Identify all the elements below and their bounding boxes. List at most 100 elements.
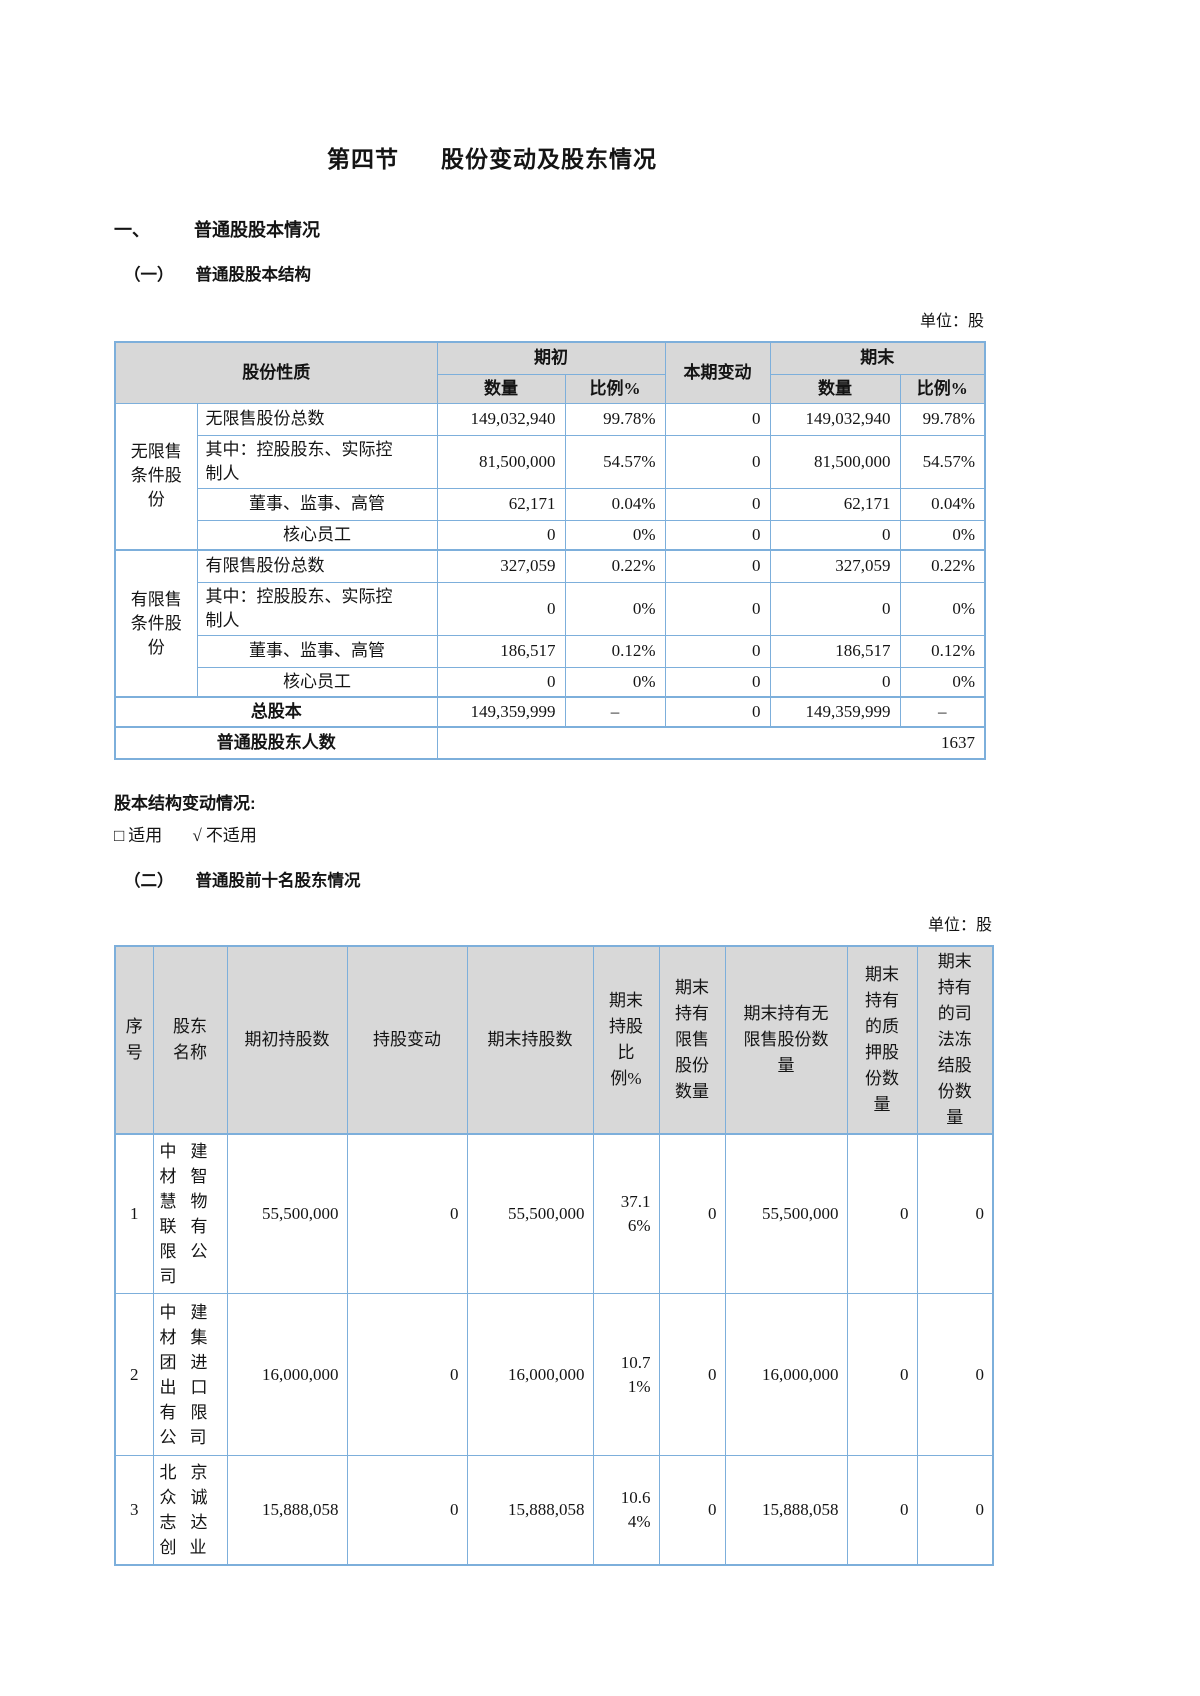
subsection-title: 普通股前十名股东情况	[195, 872, 361, 890]
cell-end-ratio: 0.04%	[899, 487, 986, 521]
cell-begin-qty: 0	[436, 666, 566, 698]
cell-begin-qty: 149,032,940	[436, 402, 566, 436]
cell-end-frozen: 0	[916, 1455, 994, 1566]
header-beginning: 期初	[436, 341, 666, 375]
cell-end-restricted: 0	[658, 1133, 726, 1294]
cell-end-ratio: 99.78%	[899, 402, 986, 436]
row-label: 核心员工	[196, 666, 438, 698]
cell-begin-ratio: 0.04%	[564, 487, 666, 521]
table-row: 无限售条件股份 无限售股份总数 149,032,940 99.78% 0 149…	[114, 402, 986, 551]
cell-begin-qty: 62,171	[436, 487, 566, 521]
section-marker: 一、	[114, 220, 150, 240]
chapter-number: 第四节	[327, 146, 399, 172]
row-label: 其中：控股股东、实际控制人	[196, 434, 438, 489]
subsection-heading-1-2: （二） 普通股前十名股东情况	[124, 870, 870, 893]
cell-change: 0	[664, 402, 771, 436]
cell-end-qty: 62,171	[769, 487, 901, 521]
table-row: 董事、监事、高管 62,171 0.04% 0 62,171 0.04%	[115, 487, 986, 521]
top-shareholders-table: 序号 股东名称 期初持股数 持股变动 期末持股数 期末持股比例% 期末持有限售股…	[114, 945, 994, 1566]
cell-end-ratio: 0%	[899, 666, 986, 698]
cell-begin-qty: 81,500,000	[436, 434, 566, 489]
cell-end-qty: 327,059	[769, 549, 901, 583]
unit-label-shareholders-table: 单位：股	[927, 917, 992, 934]
cell-begin-ratio: 0%	[564, 666, 666, 698]
table-row: 其中：控股股东、实际控制人 81,500,000 54.57% 0 81,500…	[115, 434, 986, 489]
cell-change: 0	[664, 549, 771, 583]
shareholder-row: 1 中建材智慧物联有限公司 55,500,000 0 55,500,000 37…	[114, 1133, 994, 1294]
group-label-unrestricted: 无限售条件股份	[114, 402, 198, 551]
cell-serial-no: 3	[114, 1455, 154, 1566]
header-end-quantity: 数量	[769, 373, 901, 404]
header-begin-ratio: 比例%	[564, 373, 666, 404]
cell-begin-qty: 0	[436, 581, 566, 636]
header-begin-shares: 期初持股数	[226, 945, 348, 1135]
cell-change: 0	[664, 519, 771, 551]
cell-change: 0	[664, 634, 771, 668]
not-applicable-option: √ 不适用	[193, 826, 257, 845]
cell-end-shares: 55,500,000	[466, 1133, 594, 1294]
section-title: 普通股股本情况	[194, 220, 320, 240]
applicability-options: □ 适用 √ 不适用	[114, 824, 870, 848]
header-end-ratio: 比例%	[899, 373, 986, 404]
cell-begin-qty: 186,517	[436, 634, 566, 668]
cell-change: 0	[664, 487, 771, 521]
cell-end-qty: 0	[769, 581, 901, 636]
cell-begin-ratio: 99.78%	[564, 402, 666, 436]
table-row: 其中：控股股东、实际控制人 0 0% 0 0 0%	[115, 581, 986, 636]
chapter-title: 股份变动及股东情况	[441, 146, 657, 172]
row-label: 无限售股份总数	[196, 402, 438, 436]
row-label: 董事、监事、高管	[196, 487, 438, 521]
total-label: 总股本	[114, 696, 438, 728]
page-title: 第四节 股份变动及股东情况	[114, 142, 870, 176]
not-applicable-label: 不适用	[205, 826, 257, 845]
cell-end-shares: 16,000,000	[466, 1293, 594, 1456]
table-row: 核心员工 0 0% 0 0 0%	[115, 666, 986, 698]
cell-serial-no: 1	[114, 1133, 154, 1294]
header-end-frozen: 期末持有的司法冻结股份数量	[916, 945, 994, 1135]
cell-change: 0	[664, 581, 771, 636]
header-begin-quantity: 数量	[436, 373, 566, 404]
cell-end-ratio: 54.57%	[899, 434, 986, 489]
cell-change: 0	[664, 696, 771, 728]
header-share-change: 持股变动	[346, 945, 468, 1135]
applicable-option: □ 适用	[114, 826, 162, 845]
subsection-marker: （一）	[124, 266, 174, 284]
header-end-pledged: 期末持有的质押股份数量	[846, 945, 918, 1135]
cell-change: 0	[664, 434, 771, 489]
holders-count-label: 普通股股东人数	[114, 726, 438, 760]
header-serial-no: 序号	[114, 945, 154, 1135]
cell-shareholder-name: 中建材集团进出口有限公司	[152, 1293, 228, 1456]
cell-begin-ratio: 54.57%	[564, 434, 666, 489]
cell-share-change: 0	[346, 1455, 468, 1566]
cell-begin-ratio: 0.12%	[564, 634, 666, 668]
holders-count-row: 普通股股东人数 1637	[114, 726, 986, 760]
cell-end-shares: 15,888,058	[466, 1455, 594, 1566]
cell-begin-shares: 16,000,000	[226, 1293, 348, 1456]
cell-begin-qty: 0	[436, 519, 566, 551]
cell-end-ratio: 0%	[899, 519, 986, 551]
cell-end-restricted: 0	[658, 1293, 726, 1456]
cell-end-pledged: 0	[846, 1293, 918, 1456]
cell-begin-ratio: 0.22%	[564, 549, 666, 583]
header-end-ratio: 期末持股比例%	[592, 945, 660, 1135]
section-heading-1: 一、 普通股股本情况	[114, 218, 870, 242]
subsection-marker: （二）	[124, 872, 174, 890]
header-end-unrestricted: 期末持有无限售股份数量	[724, 945, 848, 1135]
cell-end-ratio: 0.12%	[899, 634, 986, 668]
cell-end-qty: 149,359,999	[769, 696, 901, 728]
capital-structure-table: 股份性质 期初 本期变动 期末 数量 比例% 数量 比例% 无限售条件股份 无限…	[114, 341, 986, 760]
cell-end-ratio: 37.16%	[592, 1133, 660, 1294]
header-end-restricted: 期末持有限售股份数量	[658, 945, 726, 1135]
header-ending: 期末	[769, 341, 986, 375]
cell-end-unrestricted: 15,888,058	[724, 1455, 848, 1566]
table-row: 核心员工 0 0% 0 0 0%	[115, 519, 986, 551]
checkbox-unchecked-icon: □	[114, 826, 125, 845]
subsection-heading-1-1: （一） 普通股股本结构	[124, 264, 870, 287]
subsection-title: 普通股股本结构	[195, 266, 312, 284]
holders-count-value: 1637	[436, 726, 986, 760]
cell-begin-ratio: 0%	[564, 581, 666, 636]
header-period-change: 本期变动	[664, 341, 771, 404]
unit-label-capital-table: 单位：股	[919, 313, 984, 330]
document-page: 第四节 股份变动及股东情况 一、 普通股股本情况 （一） 普通股股本结构 单位：股 股…	[114, 142, 994, 1566]
